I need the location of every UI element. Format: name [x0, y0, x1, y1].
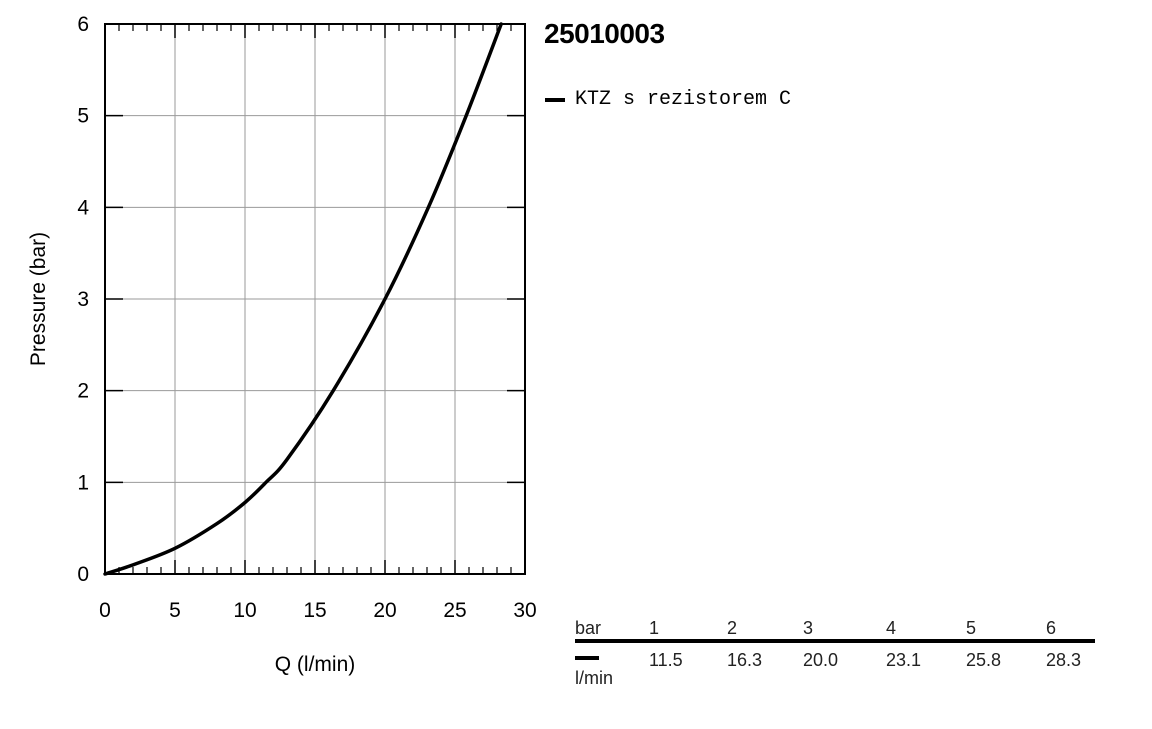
table-rule [575, 639, 1095, 643]
table-pressure-5: 5 [966, 618, 977, 638]
plot-frame [104, 23, 526, 575]
values-table: bar 1 2 3 4 5 6 11.5 16.3 20.0 23.1 25.8… [575, 618, 1095, 698]
y-tick-label: 1 [77, 471, 89, 494]
table-flow-4: 23.1 [886, 650, 922, 670]
table-flow-5: 25.8 [966, 650, 1002, 670]
y-tick-label: 3 [77, 288, 89, 311]
y-tick-label: 4 [77, 196, 89, 219]
x-tick-label: 20 [373, 599, 396, 622]
minor-ticks [118, 24, 512, 574]
x-tick-labels: 0 5 10 15 20 25 30 [99, 599, 537, 622]
legend: KTZ s rezistorem C [545, 88, 791, 111]
grid [105, 24, 525, 574]
y-tick-label: 6 [77, 13, 89, 36]
table-flow-2: 16.3 [727, 650, 763, 670]
y-tick-label: 0 [77, 563, 89, 586]
series-line [103, 22, 503, 576]
y-axis-label: Pressure (bar) [27, 232, 50, 366]
x-tick-label: 25 [443, 599, 466, 622]
table-pressure-4: 4 [886, 618, 897, 638]
table-pressure-6: 6 [1046, 618, 1057, 638]
table-header-unit: bar [575, 618, 602, 638]
x-tick-label: 30 [513, 599, 536, 622]
table-pressure-1: 1 [649, 618, 660, 638]
x-tick-label: 0 [99, 599, 111, 622]
y-tick-label: 5 [77, 105, 89, 128]
table-flow-3: 20.0 [803, 650, 839, 670]
table-row-unit: l/min [575, 668, 614, 688]
series-layer [103, 22, 503, 576]
y-tick-label: 2 [77, 380, 89, 403]
legend-label: KTZ s rezistorem C [575, 88, 792, 111]
y-tick-labels: 0 1 2 3 4 5 6 [77, 13, 89, 586]
table-pressure-2: 2 [727, 618, 738, 638]
table-pressure-3: 3 [803, 618, 814, 638]
x-tick-label: 10 [233, 599, 256, 622]
table-flow-6: 28.3 [1046, 650, 1082, 670]
x-tick-label: 15 [303, 599, 326, 622]
table-row-swatch [575, 656, 599, 660]
x-tick-label: 5 [169, 599, 181, 622]
legend-line-swatch [545, 97, 565, 102]
chart-title: 25010003 [544, 18, 665, 49]
table-flow-1: 11.5 [649, 650, 683, 670]
x-axis-label: Q (l/min) [275, 653, 356, 676]
